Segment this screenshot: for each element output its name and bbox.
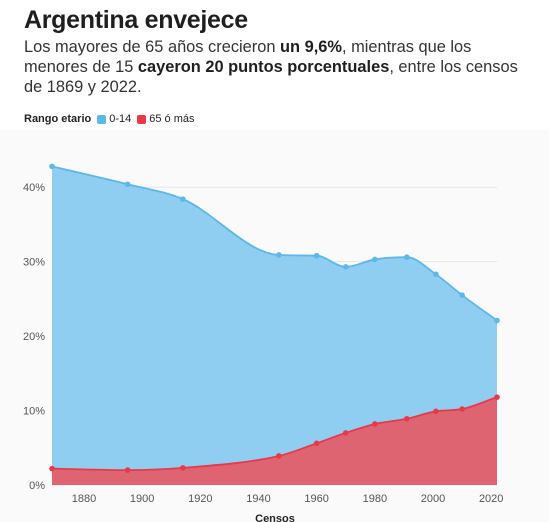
x-tick-label-1960: 1960 (304, 493, 328, 505)
series-points (49, 163, 500, 473)
chart-subtitle: Los mayores de 65 años crecieron un 9,6%… (24, 37, 529, 97)
legend-swatch-65-mas (137, 114, 147, 124)
y-tick-label-30: 30% (23, 257, 45, 269)
point-0-14-1895 (124, 181, 131, 188)
point-0-14-1970 (342, 264, 349, 270)
point-0-14-1991 (404, 254, 410, 260)
x-tick-label-1940: 1940 (246, 493, 270, 505)
x-tick-label-1980: 1980 (363, 493, 387, 505)
point-0-14-2022 (494, 317, 500, 324)
point-0-14-2001 (433, 271, 439, 278)
x-tick-label-2000: 2000 (421, 493, 445, 505)
area-0-14 (52, 166, 497, 485)
legend-label-0-14: 0-14 (109, 113, 132, 125)
point-65-m-s-1960 (313, 440, 320, 447)
point-0-14-1980 (372, 256, 378, 263)
point-65-m-s-1895 (124, 467, 131, 473)
point-65-m-s-1980 (372, 421, 378, 427)
x-tick-label-2020: 2020 (479, 493, 503, 505)
legend: Rango etario 0-14 65 ó más (24, 113, 201, 125)
legend-item-0-14[interactable]: 0-14 (97, 113, 131, 125)
subtitle-part-3: cayeron 20 puntos porcentuales (137, 58, 390, 76)
subtitle-part-0: Los mayores de 65 años crecieron (24, 38, 281, 56)
x-tick-label-1900: 1900 (130, 493, 154, 505)
x-tick-label-1920: 1920 (188, 493, 212, 505)
subtitle-part-1: un 9,6% (280, 38, 342, 56)
point-65-m-s-1991 (404, 415, 410, 422)
point-65-m-s-1947 (276, 453, 282, 459)
chart-title: Argentina envejece (24, 6, 248, 34)
y-tick-label-10: 10% (23, 406, 45, 418)
x-axis-title: Censos (255, 513, 295, 522)
x-tick-label-1880: 1880 (72, 493, 96, 505)
point-0-14-2010 (459, 292, 465, 298)
legend-label-65-mas: 65 ó más (149, 113, 195, 125)
series-areas (52, 166, 497, 485)
legend-title: Rango etario (24, 113, 92, 125)
point-65-m-s-2022 (494, 394, 500, 400)
subtitle-part-2: , mientras que los menores de 15 (24, 38, 472, 76)
legend-swatch-0-14 (97, 114, 107, 124)
point-65-m-s-2010 (459, 406, 465, 412)
line-0-14 (51, 165, 498, 322)
subtitle-part-4: , entre los censos de 1869 y 2022. (24, 58, 518, 96)
area-chart: 0% 10% 20% 30% 40% 1880 1900 1920 1940 1960 1980 20… (0, 130, 549, 522)
point-65-m-s-1914 (180, 465, 186, 471)
point-65-m-s-1869 (49, 465, 55, 472)
area-65-m-s (52, 397, 497, 485)
point-0-14-1869 (49, 163, 55, 170)
y-tick-label-20: 20% (23, 331, 45, 343)
y-tick-label-40: 40% (23, 182, 45, 194)
point-65-m-s-2001 (433, 408, 439, 415)
legend-item-65-mas[interactable]: 65 ó más (137, 113, 195, 125)
point-0-14-1960 (313, 252, 320, 259)
y-tick-label-0: 0% (29, 480, 45, 492)
point-0-14-1947 (276, 252, 282, 258)
point-65-m-s-1970 (342, 430, 349, 436)
axes: 0% 10% 20% 30% 40% 1880 1900 1920 1940 1960 1980 20… (23, 182, 503, 505)
point-0-14-1914 (180, 196, 186, 202)
